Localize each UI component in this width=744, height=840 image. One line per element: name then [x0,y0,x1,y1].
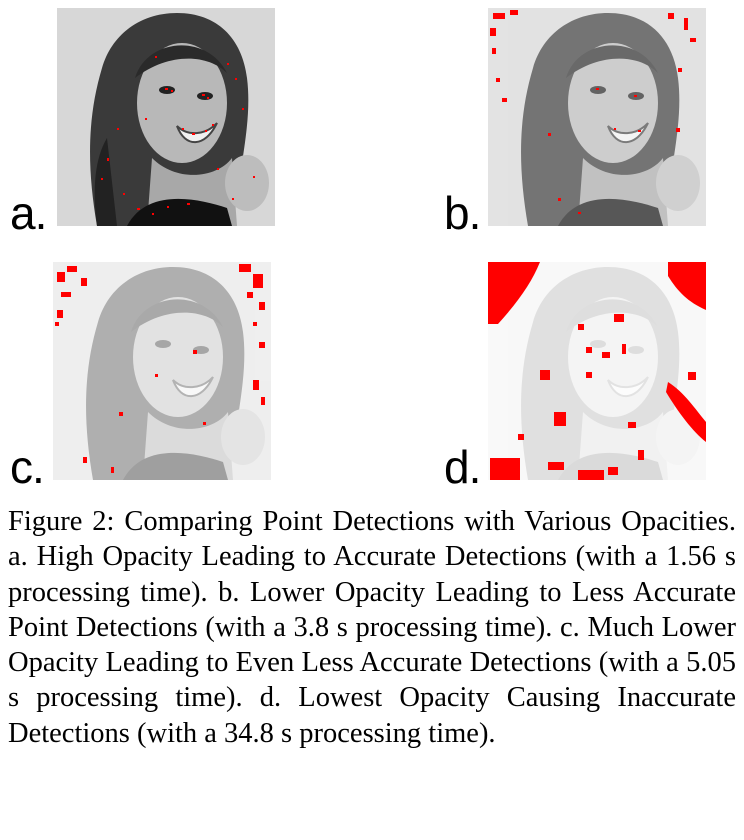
panel-a-label: a. [10,187,47,239]
panel-b-image [488,8,706,226]
photo-c [53,262,271,480]
figure-caption: Figure 2: Comparing Point Detections wit… [8,506,736,749]
detections-a [101,56,255,215]
portrait-photo-d [488,262,706,480]
photo-d [488,262,706,480]
portrait-photo-b [488,8,706,226]
panel-b-label: b. [444,187,481,239]
panel-a-image [57,8,275,226]
detections-c [55,264,265,473]
panel-c-label: c. [10,441,45,493]
portrait-photo-c [53,262,271,480]
detections-b [490,10,696,214]
photo-a [57,8,275,226]
panel-c-image [53,262,271,480]
panel-d-image [488,262,706,480]
panel-d-label: d. [444,441,481,493]
photo-b [488,8,706,226]
detections-d [488,262,706,480]
portrait-photo-a [57,8,275,226]
